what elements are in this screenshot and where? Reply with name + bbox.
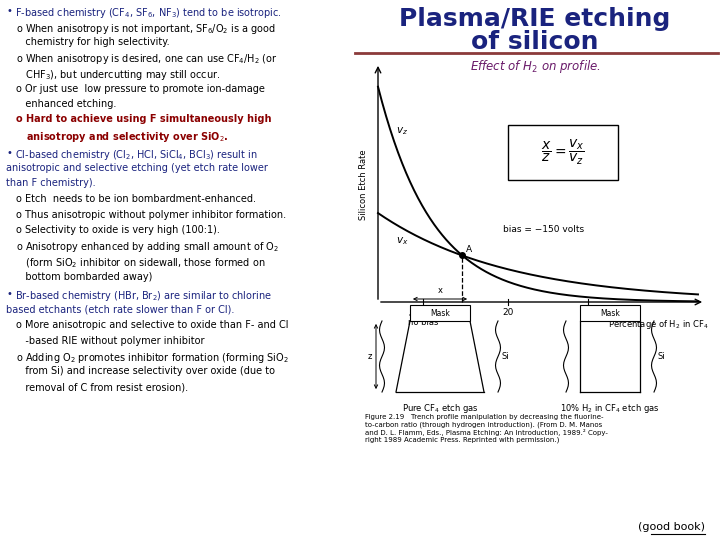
Bar <box>580 305 640 321</box>
Text: x: x <box>438 286 443 295</box>
Text: •: • <box>6 289 12 299</box>
Text: Si: Si <box>658 352 665 361</box>
Text: o Thus anisotropic without polymer inhibitor formation.: o Thus anisotropic without polymer inhib… <box>16 210 286 219</box>
Text: $\dfrac{x}{z} = \dfrac{v_x}{v_z}$: $\dfrac{x}{z} = \dfrac{v_x}{v_z}$ <box>541 138 585 167</box>
Bar <box>508 125 618 180</box>
Text: $v_x$: $v_x$ <box>396 235 408 247</box>
Text: anisotropy and selectivity over SiO$_2$.: anisotropy and selectivity over SiO$_2$. <box>16 130 229 144</box>
Text: o Selectivity to oxide is very high (100:1).: o Selectivity to oxide is very high (100… <box>16 225 220 235</box>
Text: chemistry for high selectivity.: chemistry for high selectivity. <box>16 37 170 47</box>
Text: bias = −150 volts: bias = −150 volts <box>503 225 584 234</box>
Text: Si: Si <box>502 352 510 361</box>
Text: Silicon Etch Rate: Silicon Etch Rate <box>359 150 369 220</box>
Text: no bias: no bias <box>408 318 438 327</box>
Text: Cl-based chemistry (Cl$_2$, HCl, SiCl$_4$, BCl$_3$) result in: Cl-based chemistry (Cl$_2$, HCl, SiCl$_4… <box>15 147 258 161</box>
Text: CHF$_3$), but undercutting may still occur.: CHF$_3$), but undercutting may still occ… <box>16 68 220 82</box>
Text: o Hard to achieve using F simultaneously high: o Hard to achieve using F simultaneously… <box>16 114 271 125</box>
Text: Figure 2.19   Trench profile manipulation by decreasing the fluorine-
to-carbon : Figure 2.19 Trench profile manipulation … <box>365 414 608 443</box>
Text: anisotropic and selective etching (yet etch rate lower: anisotropic and selective etching (yet e… <box>6 163 268 173</box>
Text: 20: 20 <box>503 308 513 317</box>
Text: Mask: Mask <box>600 308 620 318</box>
Text: Plasma/RIE etching: Plasma/RIE etching <box>400 7 671 31</box>
Text: $v_z$: $v_z$ <box>396 125 408 137</box>
Text: 10: 10 <box>418 308 428 317</box>
Text: z: z <box>368 352 372 361</box>
Text: A: A <box>467 246 472 254</box>
Text: o When anisotropy is desired, one can use CF$_4$/H$_2$ (or: o When anisotropy is desired, one can us… <box>16 52 278 66</box>
Text: 30: 30 <box>582 308 594 317</box>
Text: based etchants (etch rate slower than F or Cl).: based etchants (etch rate slower than F … <box>6 305 235 314</box>
Text: o Or just use  low pressure to promote ion-damage: o Or just use low pressure to promote io… <box>16 84 265 93</box>
Text: •: • <box>6 147 12 158</box>
Text: o Anisotropy enhanced by adding small amount of O$_2$: o Anisotropy enhanced by adding small am… <box>16 240 279 254</box>
Text: (form SiO$_2$ inhibitor on sidewall, those formed on: (form SiO$_2$ inhibitor on sidewall, tho… <box>16 256 266 269</box>
Text: Pure CF$_4$ etch gas: Pure CF$_4$ etch gas <box>402 402 478 415</box>
Text: o More anisotropic and selective to oxide than F- and Cl: o More anisotropic and selective to oxid… <box>16 320 289 330</box>
Text: Percentage of H$_2$ in CF$_4$: Percentage of H$_2$ in CF$_4$ <box>608 318 708 331</box>
Text: •: • <box>6 6 12 16</box>
Text: 10% H$_2$ in CF$_4$ etch gas: 10% H$_2$ in CF$_4$ etch gas <box>560 402 660 415</box>
Text: Mask: Mask <box>430 308 450 318</box>
Text: enhanced etching.: enhanced etching. <box>16 99 117 109</box>
Text: -based RIE without polymer inhibitor: -based RIE without polymer inhibitor <box>16 335 204 346</box>
Text: Effect of H$_2$ on profile.: Effect of H$_2$ on profile. <box>469 58 600 75</box>
Text: o When anisotropy is not important, SF$_6$/O$_2$ is a good: o When anisotropy is not important, SF$_… <box>16 22 276 36</box>
Text: Br-based chemistry (HBr, Br$_2$) are similar to chlorine: Br-based chemistry (HBr, Br$_2$) are sim… <box>15 289 272 303</box>
Text: removal of C from resist erosion).: removal of C from resist erosion). <box>16 382 188 392</box>
Text: F-based chemistry (CF$_4$, SF$_6$, NF$_3$) tend to be isotropic.: F-based chemistry (CF$_4$, SF$_6$, NF$_3… <box>15 6 282 20</box>
Text: than F chemistry).: than F chemistry). <box>6 179 96 188</box>
Text: of silicon: of silicon <box>472 30 599 54</box>
Bar <box>410 305 470 321</box>
Text: from Si) and increase selectivity over oxide (due to: from Si) and increase selectivity over o… <box>16 367 275 376</box>
Text: bottom bombarded away): bottom bombarded away) <box>16 272 153 281</box>
Text: o Etch  needs to be ion bombardment-enhanced.: o Etch needs to be ion bombardment-enhan… <box>16 194 256 204</box>
Text: (good book): (good book) <box>638 522 705 532</box>
Text: o Adding O$_2$ promotes inhibitor formation (forming SiO$_2$: o Adding O$_2$ promotes inhibitor format… <box>16 351 289 365</box>
